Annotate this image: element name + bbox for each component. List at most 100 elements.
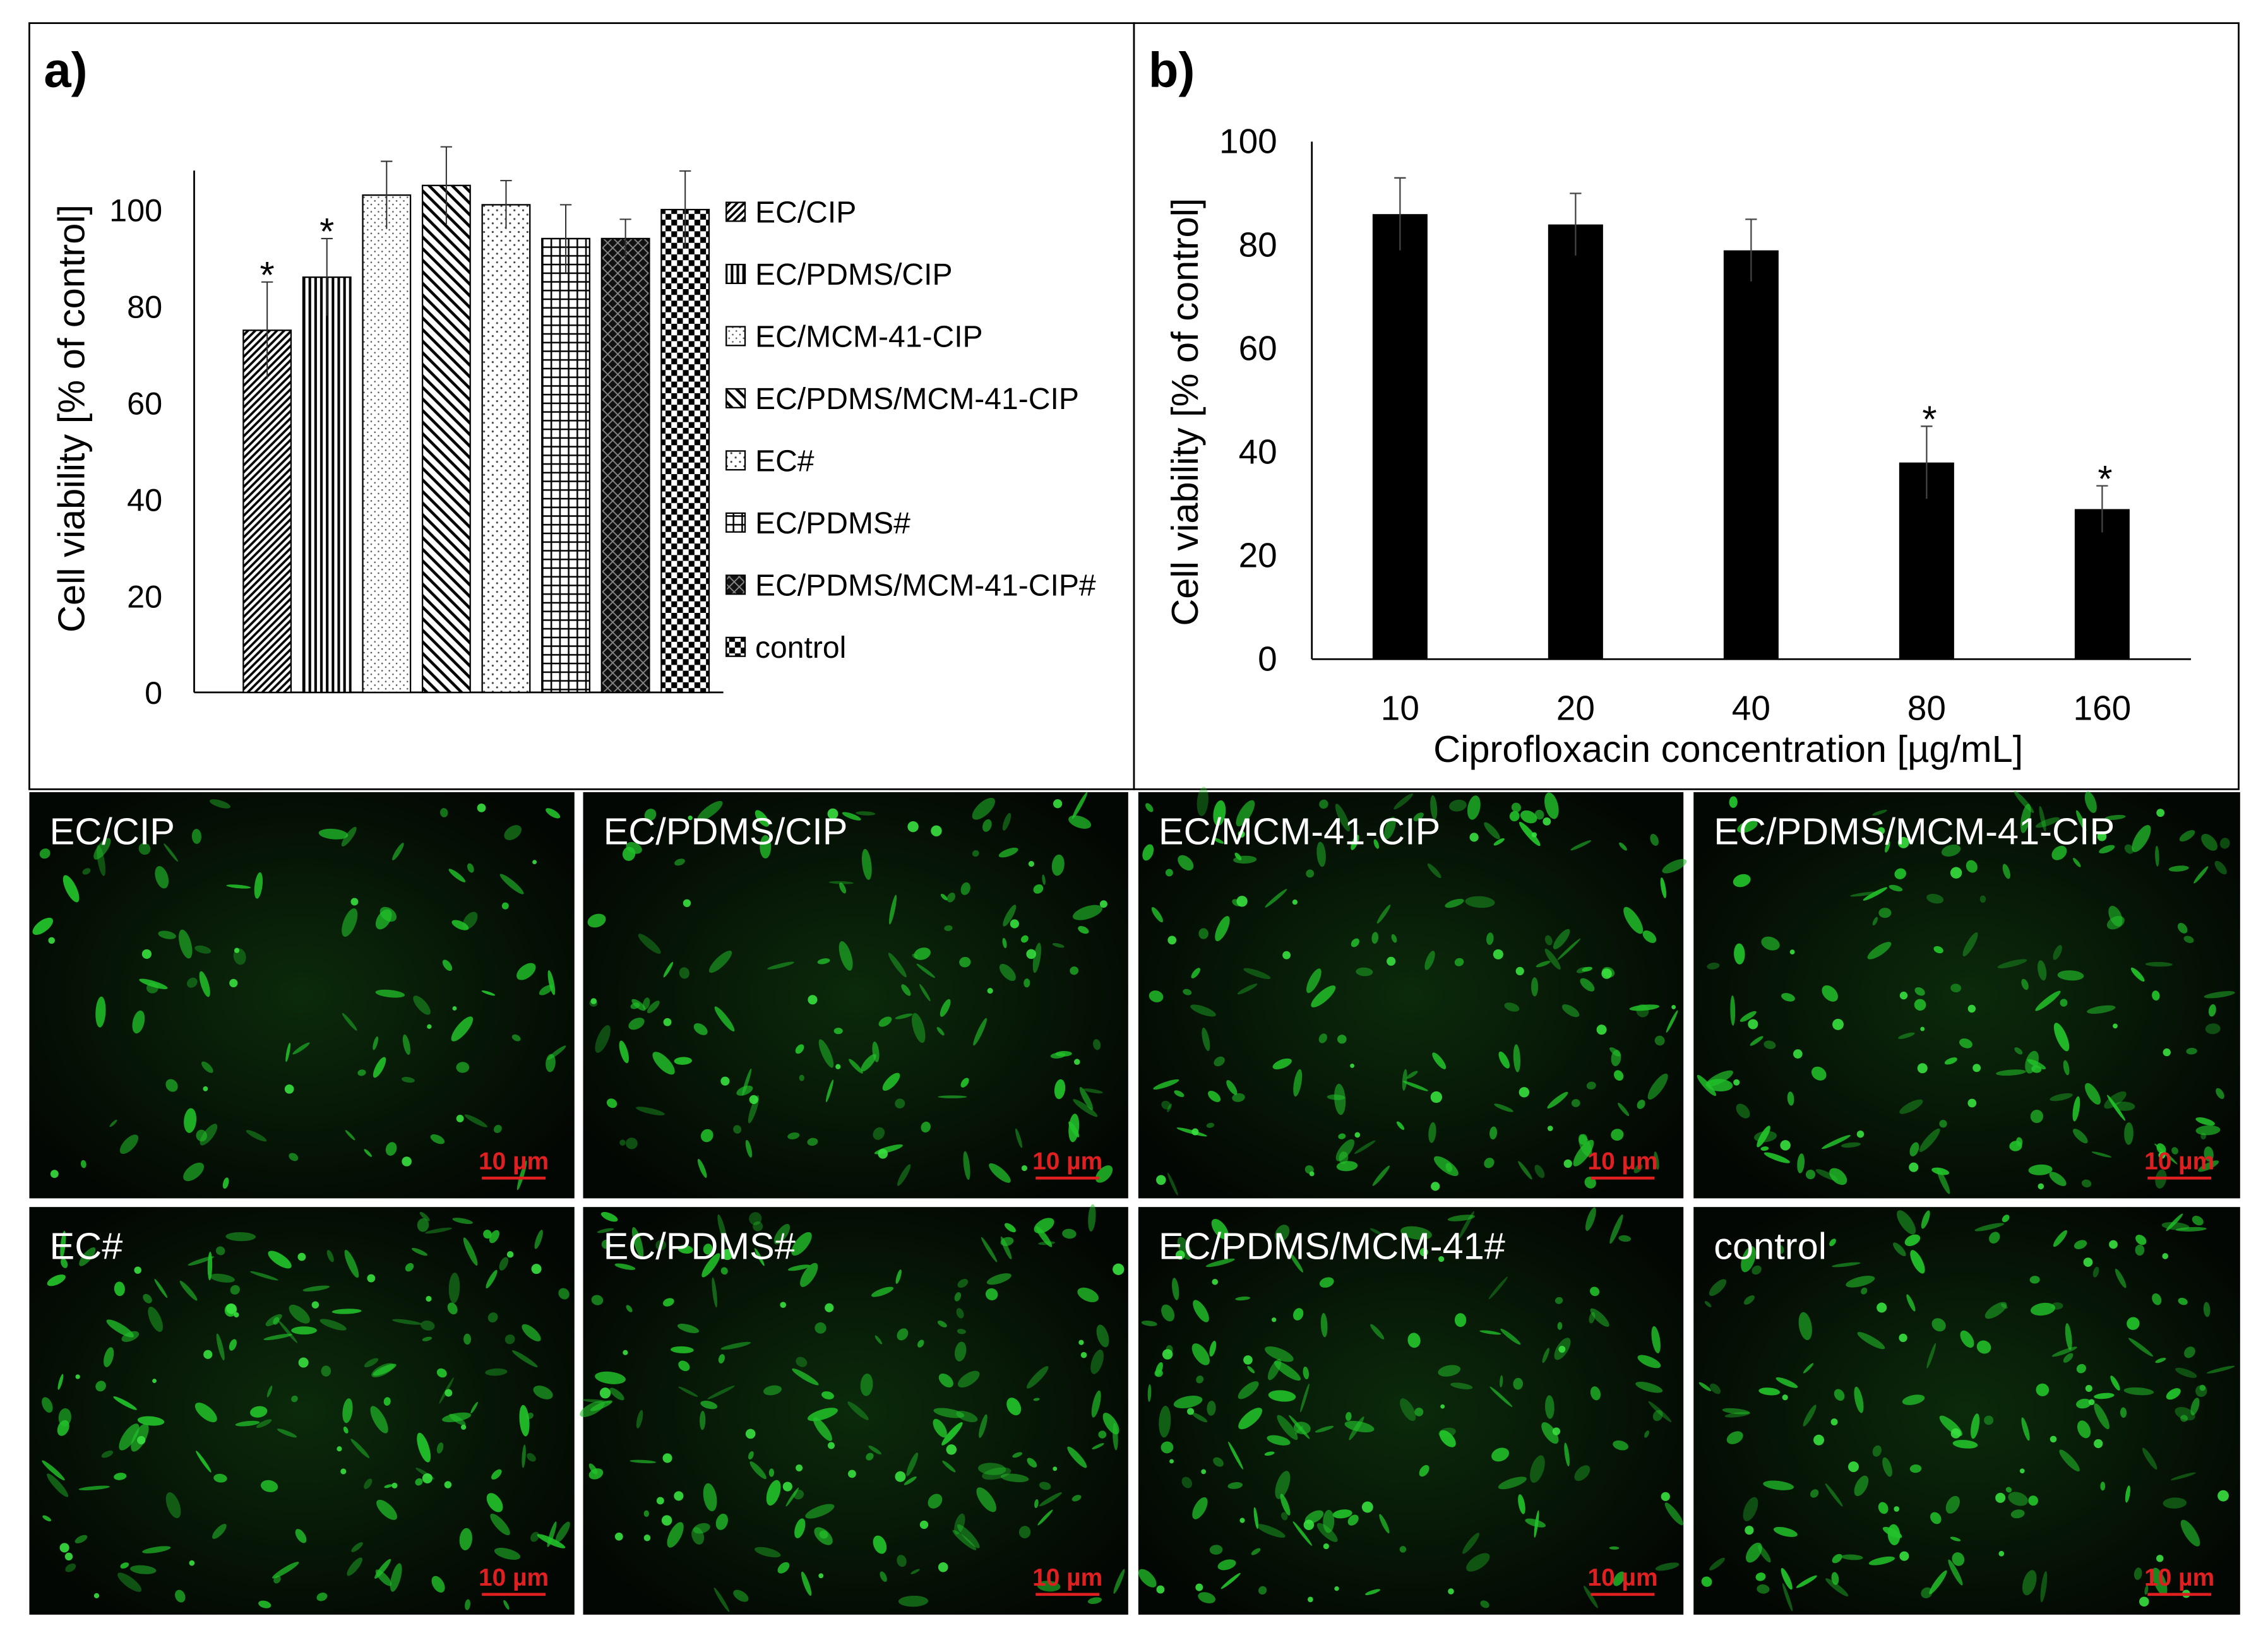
cell-mark bbox=[630, 1002, 640, 1009]
cell-mark bbox=[693, 1523, 710, 1534]
panel-b-label: b) bbox=[1149, 43, 1195, 97]
cell-mark bbox=[1306, 869, 1315, 878]
cell-mark bbox=[1264, 1451, 1275, 1456]
chart-b-x-tick-label: 80 bbox=[1907, 688, 1946, 727]
cell-mark bbox=[483, 1230, 492, 1239]
cell-mark bbox=[422, 1473, 433, 1483]
cell-mark bbox=[1531, 832, 1537, 838]
micrograph-tile: EC/CIP 10 µm bbox=[29, 792, 575, 1199]
cell-mark bbox=[1055, 1051, 1072, 1057]
cell-mark bbox=[897, 1328, 909, 1341]
cell-mark bbox=[1462, 1533, 1479, 1554]
cell-mark bbox=[229, 1339, 237, 1351]
cell-mark bbox=[1519, 821, 1541, 846]
cell-mark bbox=[1238, 1381, 1259, 1399]
cell-mark bbox=[1803, 1404, 1817, 1427]
cell-mark bbox=[2175, 1406, 2195, 1421]
cell-mark bbox=[2132, 825, 2151, 852]
cell-mark bbox=[1939, 1120, 1947, 1128]
cell-mark bbox=[2166, 1388, 2181, 1400]
chart-b-x-tick-label: 20 bbox=[1556, 688, 1595, 727]
cell-mark bbox=[1052, 942, 1065, 948]
cell-mark bbox=[937, 1320, 947, 1327]
cell-mark bbox=[1967, 1098, 1977, 1108]
cell-mark bbox=[814, 1527, 833, 1545]
cell-mark bbox=[1803, 1363, 1814, 1374]
cell-mark bbox=[321, 1365, 331, 1377]
cell-mark bbox=[1897, 1210, 1916, 1235]
cell-mark bbox=[878, 1016, 892, 1027]
cell-mark bbox=[1741, 1246, 1756, 1273]
cell-mark bbox=[866, 1452, 874, 1461]
cell-mark bbox=[1909, 1464, 1922, 1473]
cell-mark bbox=[1088, 1204, 1096, 1232]
cell-mark bbox=[1350, 1063, 1354, 1068]
cell-mark bbox=[1570, 840, 1592, 851]
cell-mark bbox=[2016, 1137, 2023, 1147]
cell-mark bbox=[1149, 990, 1164, 1002]
cell-mark bbox=[1370, 1228, 1382, 1235]
cell-mark bbox=[910, 1569, 920, 1574]
cell-mark bbox=[940, 893, 948, 901]
cell-mark bbox=[1197, 787, 1209, 816]
cell-mark bbox=[2065, 1323, 2072, 1350]
cell-mark bbox=[2204, 991, 2235, 999]
cell-mark bbox=[1400, 1398, 1416, 1422]
cell-mark bbox=[799, 1074, 804, 1081]
cell-mark bbox=[1878, 908, 1892, 918]
cell-mark bbox=[155, 866, 169, 889]
cell-mark bbox=[1337, 1035, 1347, 1044]
cell-mark bbox=[1748, 1019, 1758, 1030]
cell-mark bbox=[2097, 831, 2107, 841]
cell-mark bbox=[2190, 1398, 2200, 1416]
cell-mark bbox=[1004, 1223, 1016, 1233]
cell-mark bbox=[295, 1529, 307, 1543]
cell-mark bbox=[1439, 1430, 1456, 1447]
cell-mark bbox=[1743, 1497, 1758, 1521]
cell-mark bbox=[1590, 1286, 1600, 1297]
cell-mark bbox=[1921, 1587, 1933, 1598]
cell-mark bbox=[1998, 1550, 2005, 1557]
cell-mark bbox=[1531, 977, 1539, 997]
cell-mark bbox=[1899, 1551, 1909, 1561]
cell-mark bbox=[1209, 1545, 1223, 1555]
cell-mark bbox=[1930, 1512, 1942, 1524]
chart-a-legend-entry: EC/PDMS/MCM-41-CIP# bbox=[755, 568, 1096, 602]
cell-mark bbox=[2144, 1585, 2149, 1595]
cell-mark bbox=[1919, 1128, 1940, 1152]
cell-mark bbox=[1543, 817, 1551, 826]
cell-mark bbox=[873, 1535, 887, 1554]
cell-mark bbox=[1498, 1476, 1527, 1490]
cell-mark bbox=[1198, 928, 1209, 939]
cell-mark bbox=[1709, 1279, 1727, 1297]
cell-mark bbox=[871, 1286, 894, 1297]
cell-mark bbox=[1145, 803, 1154, 812]
cell-mark bbox=[715, 1513, 728, 1530]
cell-mark bbox=[636, 1107, 665, 1115]
cell-mark bbox=[519, 1404, 530, 1437]
cell-mark bbox=[260, 1480, 278, 1492]
cell-mark bbox=[2050, 1435, 2057, 1443]
cell-mark bbox=[1430, 795, 1438, 820]
cell-mark bbox=[415, 1478, 423, 1486]
cell-mark bbox=[2124, 1122, 2134, 1145]
cell-mark bbox=[796, 1357, 808, 1367]
cell-mark bbox=[289, 1304, 310, 1324]
micrograph-tile: control 10 µm bbox=[1693, 1207, 2240, 1615]
cell-mark bbox=[256, 1419, 272, 1428]
cell-mark bbox=[1309, 1171, 1315, 1177]
cell-mark bbox=[1777, 1245, 1784, 1254]
cell-mark bbox=[2039, 805, 2046, 832]
cell-mark bbox=[933, 1408, 965, 1418]
cell-mark bbox=[1854, 1386, 1864, 1413]
cell-mark bbox=[1236, 896, 1248, 907]
cell-mark bbox=[1334, 1083, 1346, 1115]
cell-mark bbox=[184, 1108, 197, 1133]
cell-mark bbox=[2139, 1596, 2149, 1607]
cell-mark bbox=[1354, 1132, 1361, 1138]
cell-mark bbox=[1579, 1134, 1587, 1145]
cell-mark bbox=[1662, 858, 1687, 874]
cell-mark bbox=[1841, 1554, 1863, 1560]
cell-mark bbox=[464, 1114, 487, 1127]
cell-mark bbox=[897, 1555, 907, 1567]
